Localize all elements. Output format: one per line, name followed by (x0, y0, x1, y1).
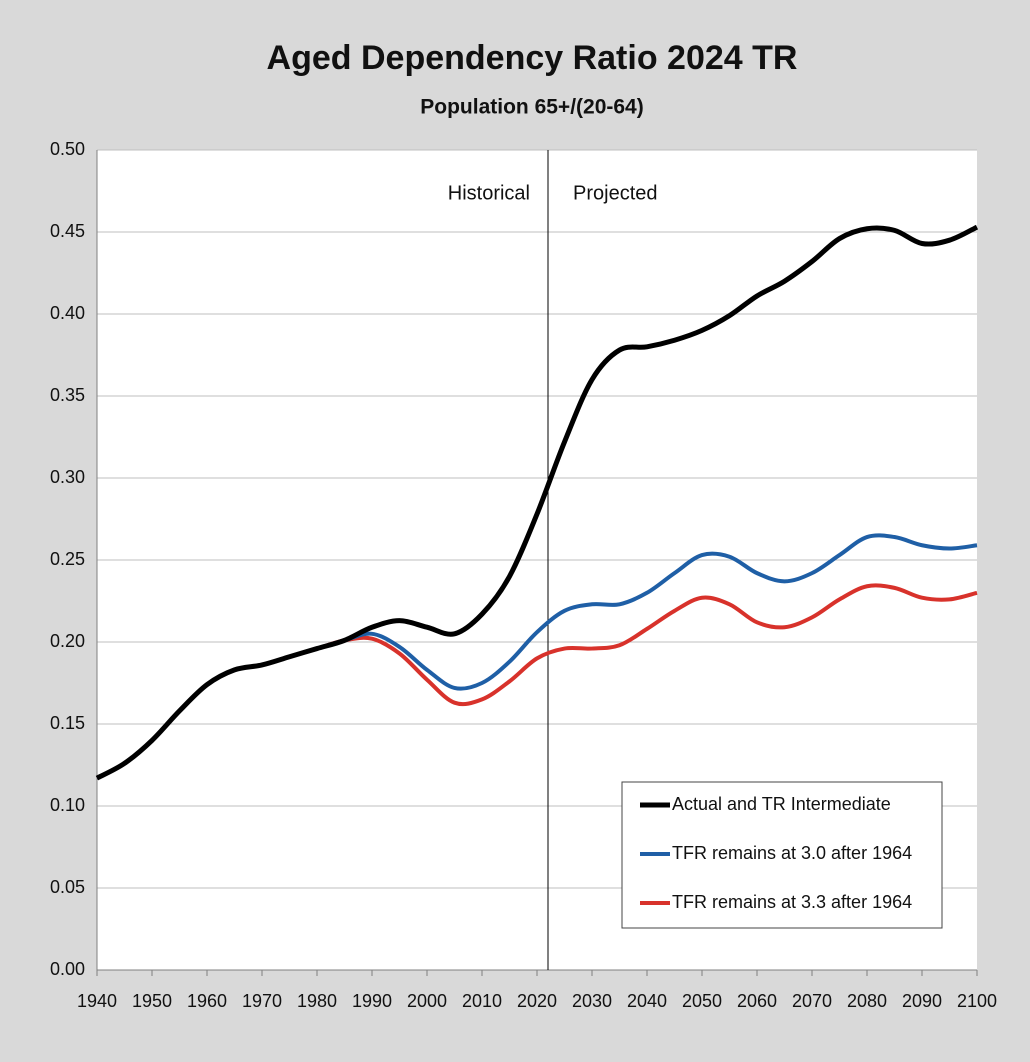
x-tick-label: 2030 (572, 991, 612, 1011)
annotation: Projected (573, 182, 658, 204)
y-tick-label: 0.30 (50, 467, 85, 487)
x-tick-label: 1940 (77, 991, 117, 1011)
x-tick-label: 2060 (737, 991, 777, 1011)
legend-label: Actual and TR Intermediate (672, 794, 891, 814)
x-tick-label: 2100 (957, 991, 997, 1011)
legend-label: TFR remains at 3.0 after 1964 (672, 843, 912, 863)
x-tick-label: 1960 (187, 991, 227, 1011)
x-tick-label: 2020 (517, 991, 557, 1011)
y-tick-label: 0.25 (50, 549, 85, 569)
y-tick-label: 0.50 (50, 139, 85, 159)
x-tick-label: 2010 (462, 991, 502, 1011)
annotation: Historical (448, 182, 530, 204)
x-tick-label: 2080 (847, 991, 887, 1011)
x-tick-label: 1990 (352, 991, 392, 1011)
x-tick-label: 2090 (902, 991, 942, 1011)
x-tick-label: 2040 (627, 991, 667, 1011)
y-tick-label: 0.00 (50, 959, 85, 979)
chart-title: Aged Dependency Ratio 2024 TR (267, 39, 798, 77)
legend-label: TFR remains at 3.3 after 1964 (672, 892, 912, 912)
x-tick-label: 1950 (132, 991, 172, 1011)
x-tick-label: 2000 (407, 991, 447, 1011)
series-line (95, 224, 979, 781)
y-tick-label: 0.35 (50, 385, 85, 405)
y-tick-label: 0.15 (50, 713, 85, 733)
y-tick-label: 0.20 (50, 631, 85, 651)
x-tick-label: 2070 (792, 991, 832, 1011)
x-tick-label: 1980 (297, 991, 337, 1011)
legend (621, 781, 943, 929)
x-tick-label: 2050 (682, 991, 722, 1011)
y-tick-label: 0.10 (50, 795, 85, 815)
y-tick-label: 0.05 (50, 877, 85, 897)
chart-subtitle: Population 65+/(20-64) (420, 96, 643, 119)
y-tick-label: 0.40 (50, 303, 85, 323)
x-tick-label: 1970 (242, 991, 282, 1011)
y-tick-label: 0.45 (50, 221, 85, 241)
